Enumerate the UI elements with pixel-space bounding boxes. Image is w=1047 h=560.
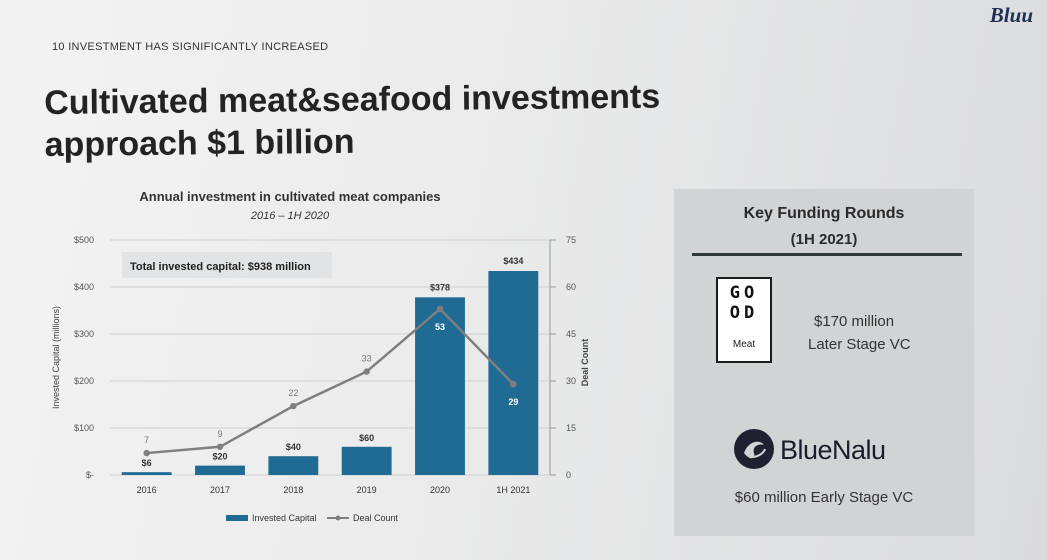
section-label: 10 INVESTMENT HAS SIGNIFICANTLY INCREASE…	[52, 41, 329, 53]
y-axis-title: Invested Capital (millions)	[51, 306, 61, 409]
y-tick-label: $100	[74, 423, 94, 433]
x-tick-label: 2020	[430, 485, 450, 495]
legend-line-label: Deal Count	[353, 513, 399, 523]
bar-value-label: $20	[212, 452, 227, 462]
deal-count-point	[290, 402, 297, 410]
bluenalu-wordmark: BlueNalu	[780, 435, 886, 465]
deal-count-line	[146, 307, 515, 455]
bluenalu-logo: BlueNalu	[732, 427, 922, 473]
good-meat-logo-line2: OD	[729, 303, 759, 323]
x-tick-label: 1H 2021	[496, 485, 530, 495]
bar-2018	[268, 456, 319, 475]
deal-count-label: 53	[435, 322, 445, 332]
x-tick-label: 2016	[137, 485, 157, 495]
deal-count-label: 33	[362, 354, 372, 364]
panel-divider	[692, 253, 962, 256]
bar-value-label: $378	[430, 282, 450, 292]
good-meat-logo-line3: Meat	[732, 339, 756, 350]
y-tick-label: $500	[74, 235, 94, 245]
bar-2017	[195, 465, 245, 475]
y2-tick-label: 30	[566, 376, 576, 386]
key-funding-panel: Key Funding Rounds (1H 2021) GO OD Meat …	[674, 189, 974, 536]
x-tick-label: 2018	[283, 485, 303, 495]
annotation-box	[122, 252, 332, 278]
bar-2019	[341, 446, 392, 475]
deal-count-point	[510, 380, 517, 388]
legend-bar-label: Invested Capital	[252, 513, 317, 523]
deal-count-label: 9	[217, 429, 222, 439]
legend-line-marker	[335, 515, 341, 521]
title-line-2: approach $1 billion	[44, 122, 355, 164]
y-tick-label: $200	[74, 376, 94, 386]
deal-count-point	[216, 443, 224, 450]
good-meat-logo-line1: GO	[729, 283, 759, 303]
y2-tick-label: 0	[566, 470, 571, 480]
bar-2016	[121, 472, 172, 475]
investment-chart: Annual investment in cultivated meat com…	[51, 189, 590, 523]
deal1-stage: Later Stage VC	[808, 336, 911, 353]
bar-value-label: $434	[503, 256, 523, 266]
deal-count-point	[143, 449, 150, 457]
chart-subtitle: 2016 – 1H 2020	[250, 210, 330, 222]
good-meat-logo: GO OD Meat	[716, 277, 772, 363]
panel-subtitle: (1H 2021)	[790, 231, 858, 248]
y2-tick-label: 60	[566, 282, 576, 292]
deal-count-label: 7	[144, 435, 149, 445]
slide-title: Cultivated meat&seafood investments appr…	[44, 76, 661, 166]
bar-value-label: $60	[359, 433, 374, 443]
deal2-description: $60 million Early Stage VC	[734, 489, 914, 506]
y2-tick-label: 15	[566, 423, 576, 433]
title-line-1: Cultivated meat&seafood investments	[44, 77, 661, 122]
brand-logo: Bluu	[989, 3, 1033, 27]
fish-icon	[734, 429, 774, 469]
y-tick-label: $400	[74, 282, 94, 292]
x-tick-label: 2019	[357, 485, 377, 495]
annotation-text: Total invested capital: $938 million	[130, 261, 311, 273]
y-tick-label: $-	[86, 470, 94, 480]
panel-title: Key Funding Rounds	[743, 205, 905, 222]
bar-value-label: $6	[142, 458, 152, 468]
deal-count-label: 29	[508, 397, 518, 407]
x-tick-label: 2017	[210, 485, 230, 495]
deal-count-point	[436, 305, 444, 313]
y2-axis-title: Deal Count	[580, 339, 590, 387]
bar-value-label: $40	[286, 442, 301, 452]
bar-1H 2021	[488, 271, 539, 475]
y2-tick-label: 75	[566, 235, 576, 245]
deal-count-label: 22	[288, 388, 298, 398]
deal1-amount: $170 million	[814, 313, 895, 330]
y-tick-label: $300	[74, 329, 94, 339]
chart-title: Annual investment in cultivated meat com…	[139, 189, 440, 204]
deal-count-point	[363, 368, 370, 375]
legend-bar-swatch	[226, 515, 248, 521]
y2-tick-label: 45	[566, 329, 576, 339]
